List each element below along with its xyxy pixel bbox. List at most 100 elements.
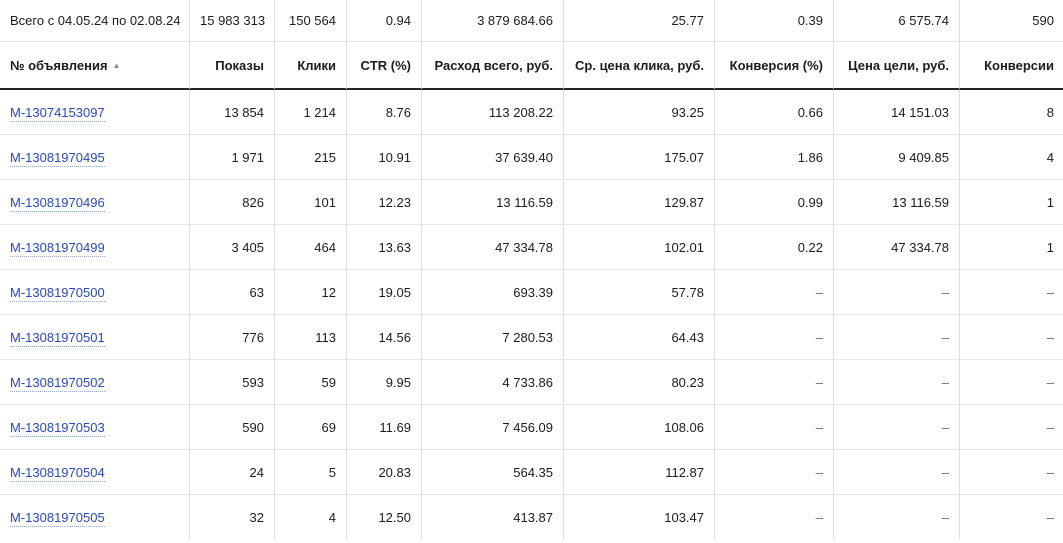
totals-avg-cpc: 25.77 <box>563 0 714 42</box>
metric-cell: 215 <box>274 135 346 180</box>
metric-cell: 1 971 <box>189 135 274 180</box>
ad-id-cell: M-13081970500 <box>0 270 189 315</box>
metric-cell: 14.56 <box>346 315 421 360</box>
header-row: № объявления ▲ Показы Клики CTR (%) Расхо… <box>0 42 1063 90</box>
table-row: M-13081970503 590 69 11.69 7 456.09 108.06– – – <box>0 405 1063 450</box>
table-row: M-13081970501 776 113 14.56 7 280.53 64.43– – – <box>0 315 1063 360</box>
column-header-ad-id[interactable]: № объявления ▲ <box>0 42 189 90</box>
totals-clicks: 150 564 <box>274 0 346 42</box>
metric-cell: 1.86 <box>714 135 833 180</box>
metric-cell: 5 <box>274 450 346 495</box>
column-header-ctr[interactable]: CTR (%) <box>346 42 421 90</box>
ad-id-link[interactable]: M-13081970495 <box>10 149 105 167</box>
metric-cell: – <box>959 450 1063 495</box>
metric-cell: 108.06 <box>563 405 714 450</box>
metric-cell: 24 <box>189 450 274 495</box>
metric-cell: 93.25 <box>563 90 714 135</box>
metric-cell: 464 <box>274 225 346 270</box>
metric-cell: 14 151.03 <box>833 90 959 135</box>
metric-cell: 1 <box>959 225 1063 270</box>
table-row: M-13074153097 13 854 1 214 8.76 113 208.22 93… <box>0 90 1063 135</box>
metric-cell: 0.66 <box>714 90 833 135</box>
column-header-cost[interactable]: Расход всего, руб. <box>421 42 563 90</box>
metric-cell: – <box>833 495 959 539</box>
table-body: M-13074153097 13 854 1 214 8.76 113 208.22 93… <box>0 90 1063 539</box>
table-row: M-13081970505 32 4 12.50 413.87 103.47– – – <box>0 495 1063 539</box>
column-header-avg-cpc[interactable]: Ср. цена клика, руб. <box>563 42 714 90</box>
table-row: M-13081970500 63 12 19.05 693.39 57.78– – – <box>0 270 1063 315</box>
metric-cell: 12.23 <box>346 180 421 225</box>
metric-cell: – <box>959 405 1063 450</box>
metric-cell: 12 <box>274 270 346 315</box>
metric-cell: 564.35 <box>421 450 563 495</box>
column-header-label: № объявления <box>10 57 108 73</box>
ad-id-link[interactable]: M-13081970505 <box>10 509 105 527</box>
sort-ascending-icon: ▲ <box>112 60 121 70</box>
metric-cell: 1 214 <box>274 90 346 135</box>
metric-cell: 13 854 <box>189 90 274 135</box>
metric-cell: 47 334.78 <box>833 225 959 270</box>
metric-cell: 590 <box>189 405 274 450</box>
ad-id-link[interactable]: M-13081970499 <box>10 239 105 257</box>
metric-cell: 47 334.78 <box>421 225 563 270</box>
column-header-impressions[interactable]: Показы <box>189 42 274 90</box>
metric-cell: 693.39 <box>421 270 563 315</box>
table-row: M-13081970502 593 59 9.95 4 733.86 80.23– – – <box>0 360 1063 405</box>
metric-cell: 1 <box>959 180 1063 225</box>
metric-cell: 4 733.86 <box>421 360 563 405</box>
metric-cell: 64.43 <box>563 315 714 360</box>
metric-cell: 826 <box>189 180 274 225</box>
metric-cell: 80.23 <box>563 360 714 405</box>
metric-cell: – <box>833 315 959 360</box>
ad-id-link[interactable]: M-13081970504 <box>10 464 105 482</box>
metric-cell: 69 <box>274 405 346 450</box>
ad-id-cell: M-13074153097 <box>0 90 189 135</box>
table-row: M-13081970495 1 971 215 10.91 37 639.40 175.0… <box>0 135 1063 180</box>
metric-cell: 13.63 <box>346 225 421 270</box>
metric-cell: 9.95 <box>346 360 421 405</box>
ad-id-cell: M-13081970495 <box>0 135 189 180</box>
metric-cell: 4 <box>274 495 346 539</box>
totals-cost-per-goal: 6 575.74 <box>833 0 959 42</box>
metric-cell: 11.69 <box>346 405 421 450</box>
metric-cell: 113 208.22 <box>421 90 563 135</box>
metric-cell: 101 <box>274 180 346 225</box>
metric-cell: – <box>833 405 959 450</box>
metric-cell: 13 116.59 <box>833 180 959 225</box>
metric-cell: – <box>714 270 833 315</box>
column-header-conversion-rate[interactable]: Конверсия (%) <box>714 42 833 90</box>
totals-conversion-rate: 0.39 <box>714 0 833 42</box>
metric-cell: – <box>714 495 833 539</box>
metric-cell: 0.99 <box>714 180 833 225</box>
metric-cell: 12.50 <box>346 495 421 539</box>
ad-id-link[interactable]: M-13081970496 <box>10 194 105 212</box>
totals-row: Всего с 04.05.24 по 02.08.24 15 983 313 … <box>0 0 1063 42</box>
ad-id-cell: M-13081970499 <box>0 225 189 270</box>
metric-cell: – <box>714 315 833 360</box>
column-header-clicks[interactable]: Клики <box>274 42 346 90</box>
totals-label: Всего с 04.05.24 по 02.08.24 <box>0 0 189 42</box>
ad-id-cell: M-13081970504 <box>0 450 189 495</box>
metric-cell: 776 <box>189 315 274 360</box>
metric-cell: 13 116.59 <box>421 180 563 225</box>
metric-cell: 9 409.85 <box>833 135 959 180</box>
column-header-cost-per-goal[interactable]: Цена цели, руб. <box>833 42 959 90</box>
metric-cell: 593 <box>189 360 274 405</box>
metric-cell: 19.05 <box>346 270 421 315</box>
ad-id-cell: M-13081970502 <box>0 360 189 405</box>
totals-impressions: 15 983 313 <box>189 0 274 42</box>
metric-cell: 8.76 <box>346 90 421 135</box>
metric-cell: 175.07 <box>563 135 714 180</box>
ad-id-link[interactable]: M-13074153097 <box>10 104 105 122</box>
ad-id-link[interactable]: M-13081970503 <box>10 419 105 437</box>
metric-cell: 20.83 <box>346 450 421 495</box>
metric-cell: 57.78 <box>563 270 714 315</box>
metric-cell: 4 <box>959 135 1063 180</box>
ad-id-link[interactable]: M-13081970501 <box>10 329 105 347</box>
ad-id-link[interactable]: M-13081970500 <box>10 284 105 302</box>
column-header-conversions[interactable]: Конверсии <box>959 42 1063 90</box>
table-row: M-13081970496 826 101 12.23 13 116.59 129.87 0… <box>0 180 1063 225</box>
metric-cell: 7 456.09 <box>421 405 563 450</box>
ad-id-link[interactable]: M-13081970502 <box>10 374 105 392</box>
